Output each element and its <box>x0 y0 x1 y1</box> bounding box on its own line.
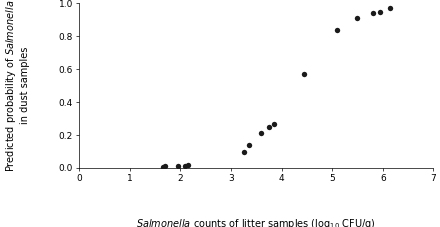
Point <box>354 16 361 20</box>
Point <box>258 132 265 135</box>
Point <box>369 11 376 15</box>
Point <box>387 7 394 10</box>
Point <box>182 164 189 167</box>
Point <box>161 165 169 168</box>
Point <box>377 10 384 13</box>
Point <box>265 125 272 129</box>
Point <box>240 150 247 153</box>
Point <box>245 143 252 147</box>
Point <box>174 164 181 168</box>
Point <box>301 72 308 76</box>
Point <box>334 28 341 32</box>
Point <box>159 165 166 168</box>
Point <box>271 122 278 125</box>
Point <box>184 163 191 167</box>
Text: $\mathit{Salmonella}$ counts of litter samples (log$_{10}$ CFU/g): $\mathit{Salmonella}$ counts of litter s… <box>136 217 376 227</box>
Text: Predicted probability of $\mathit{Salmonella}$
in dust samples: Predicted probability of $\mathit{Salmon… <box>4 0 30 172</box>
